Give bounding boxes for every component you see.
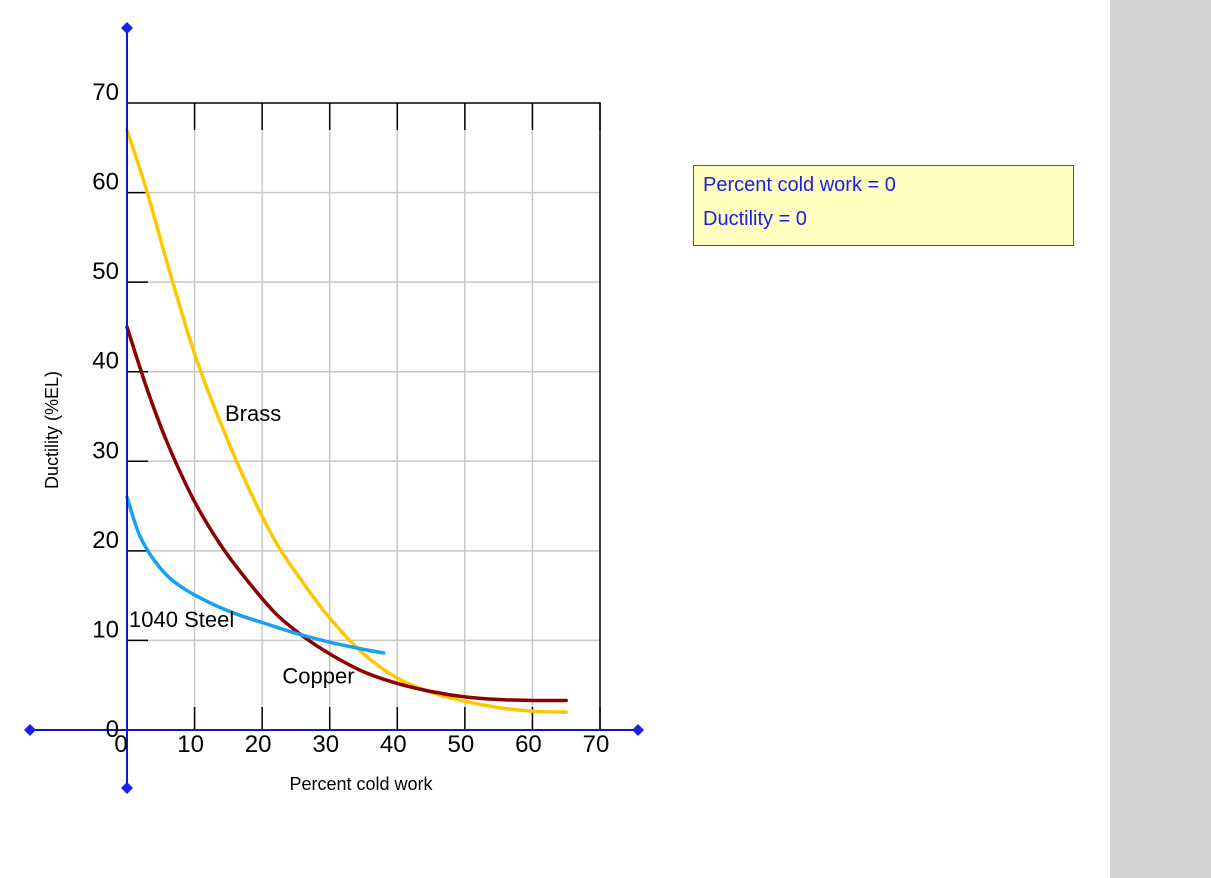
x-axis-right-handle[interactable] — [632, 724, 644, 736]
series-line-1040-steel — [125, 495, 386, 655]
x-tick-labels: 0 10 20 30 40 50 60 70 — [114, 731, 609, 758]
y-tick-labels: 0 10 20 30 40 50 60 70 — [92, 79, 119, 743]
x-tick-label: 10 — [177, 731, 204, 758]
y-tick-label: 70 — [92, 79, 119, 106]
x-tick-label: 20 — [245, 731, 272, 758]
y-tick-label: 0 — [106, 716, 119, 743]
x-tick-label: 60 — [515, 731, 542, 758]
x-axis-title: Percent cold work — [289, 774, 433, 794]
y-tick-label: 10 — [92, 616, 119, 643]
series-label-brass: Brass — [225, 401, 281, 426]
y-tick-label: 40 — [92, 348, 119, 375]
x-tick-label: 70 — [583, 731, 610, 758]
side-panel — [1110, 0, 1211, 878]
x-axis-left-handle[interactable] — [24, 724, 36, 736]
y-axis-title: Ductility (%EL) — [42, 371, 62, 489]
y-tick-label: 20 — [92, 527, 119, 554]
ductility-chart: 0 10 20 30 40 50 60 70 0 10 20 30 40 50 60 70 Brass Cop… — [24, 22, 644, 794]
series-labels: Brass Copper 1040 Steel — [129, 401, 355, 688]
series-label-1040-steel: 1040 Steel — [129, 607, 234, 632]
series-line-brass — [125, 128, 568, 714]
x-tick-label: 40 — [380, 731, 407, 758]
plot-frame — [126, 102, 601, 731]
y-tick-label: 50 — [92, 258, 119, 285]
series-label-copper: Copper — [282, 663, 354, 688]
y-axis-top-handle[interactable] — [121, 22, 133, 34]
draggable-axes[interactable] — [24, 22, 644, 794]
y-tick-label: 60 — [92, 169, 119, 196]
series-lines — [125, 128, 568, 714]
y-axis-bottom-handle[interactable] — [121, 782, 133, 794]
ductility-readout: Ductility = 0 — [703, 208, 807, 230]
readout-box: Percent cold work = 0 Ductility = 0 — [693, 165, 1074, 246]
x-tick-label: 30 — [312, 731, 339, 758]
x-tick-label: 0 — [114, 731, 127, 758]
y-tick-label: 30 — [92, 437, 119, 464]
tick-marks — [127, 103, 601, 730]
series-line-copper — [125, 325, 568, 703]
chart-grid — [127, 103, 600, 730]
x-tick-label: 50 — [448, 731, 475, 758]
cold-work-readout: Percent cold work = 0 — [703, 174, 896, 196]
